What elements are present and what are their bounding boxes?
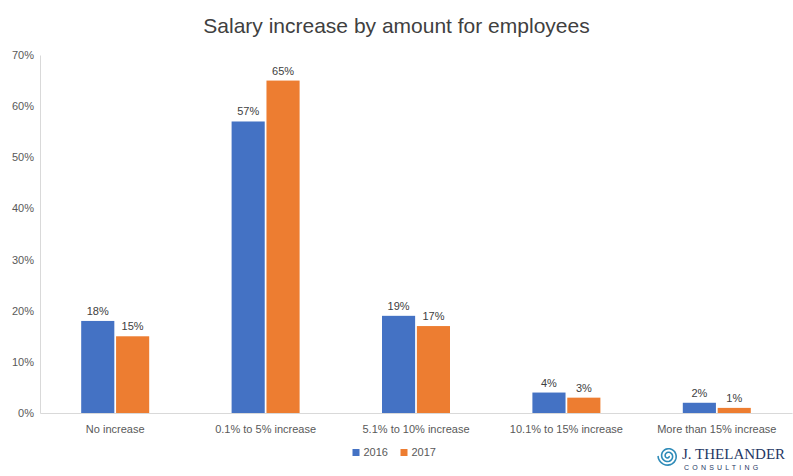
logo-icon <box>658 449 676 465</box>
x-tick-label: 10.1% to 15% increase <box>510 423 623 435</box>
y-tick-label: 60% <box>12 100 34 112</box>
legend-item: 2016 <box>353 446 388 458</box>
title: Salary increase by amount for employees <box>203 14 589 37</box>
bars <box>81 81 751 413</box>
bar <box>81 321 114 413</box>
logo-text: J. THELANDER <box>682 446 785 462</box>
x-tick: 5.1% to 10% increase <box>362 413 469 435</box>
y-tick-label: 10% <box>12 356 34 368</box>
y-tick-label: 70% <box>12 49 34 61</box>
x-tick-label: No increase <box>86 423 145 435</box>
y-tick: 10% <box>12 356 40 368</box>
y-tick: 60% <box>12 100 40 112</box>
legend: 2016 2017 <box>353 446 436 458</box>
x-tick: No increase <box>86 413 145 435</box>
data-label: 2% <box>691 387 707 399</box>
y-tick: 70% <box>12 49 40 61</box>
data-label: 3% <box>576 382 592 394</box>
data-label: 19% <box>388 300 410 312</box>
data-label: 65% <box>272 65 294 77</box>
bar <box>417 326 450 413</box>
x-tick-label: 5.1% to 10% increase <box>362 423 469 435</box>
legend-swatch <box>401 449 408 456</box>
legend-swatch <box>353 449 360 456</box>
x-tick: 10.1% to 15% increase <box>510 413 623 435</box>
y-tick: 30% <box>12 254 40 266</box>
chart: Salary increase by amount for employees 0… <box>0 0 793 476</box>
x-tick: 0.1% to 5% increase <box>215 413 316 435</box>
x-tick-label: More than 15% increase <box>657 423 776 435</box>
y-tick: 20% <box>12 305 40 317</box>
x-axis-line <box>41 413 793 414</box>
y-tick: 50% <box>12 151 40 163</box>
bar <box>532 393 565 413</box>
y-tick-label: 50% <box>12 151 34 163</box>
y-tick: 40% <box>12 202 40 214</box>
bar <box>382 316 415 413</box>
legend-label: 2016 <box>364 446 388 458</box>
legend-item: 2017 <box>401 446 436 458</box>
logo-subtext: CONSULTING <box>684 464 761 471</box>
data-label: 4% <box>541 377 557 389</box>
data-labels: 18% 57% 19% 4% 2% 15% 65% 17% 3% 1% <box>87 65 743 404</box>
x-tick: More than 15% increase <box>657 413 776 435</box>
background <box>0 0 793 476</box>
data-label: 1% <box>726 392 742 404</box>
data-label: 18% <box>87 305 109 317</box>
y-tick: 0% <box>18 407 40 419</box>
y-axis-line <box>40 56 41 414</box>
y-tick-label: 20% <box>12 305 34 317</box>
logo: J. THELANDER CONSULTING <box>658 446 785 471</box>
y-tick-label: 40% <box>12 202 34 214</box>
y-tick-label: 30% <box>12 254 34 266</box>
bar <box>116 336 149 413</box>
bar <box>266 81 299 413</box>
y-tick-label: 0% <box>18 407 34 419</box>
legend-label: 2017 <box>412 446 436 458</box>
data-label: 15% <box>122 320 144 332</box>
data-label: 57% <box>237 105 259 117</box>
data-label: 17% <box>422 310 444 322</box>
x-axis: No increase 0.1% to 5% increase 5.1% to 10… <box>41 413 793 435</box>
bar <box>567 398 600 413</box>
bar <box>232 121 265 413</box>
bar <box>683 403 716 413</box>
bar <box>718 408 751 413</box>
x-tick-label: 0.1% to 5% increase <box>215 423 316 435</box>
y-axis: 0% 10% 20% 30% 40% 50% 60% 70% <box>12 49 41 419</box>
